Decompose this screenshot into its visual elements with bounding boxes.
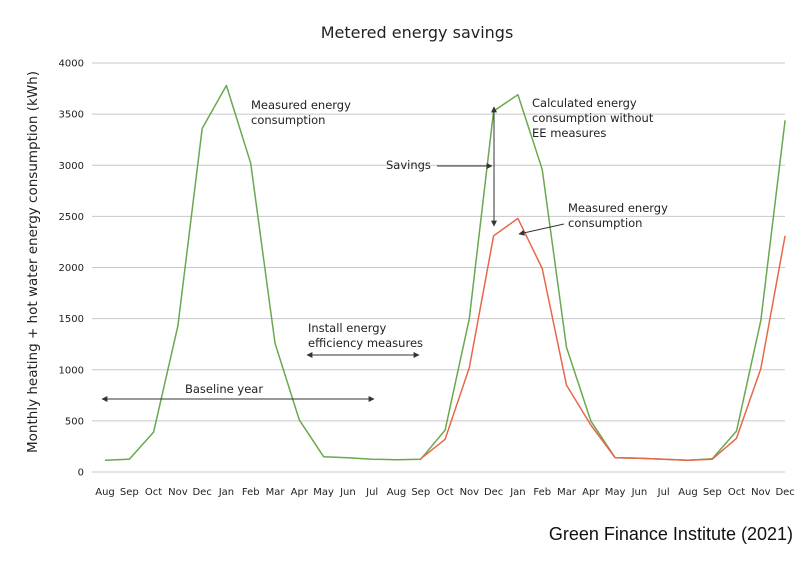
x-tick-label: Jun (631, 487, 648, 498)
x-tick-label: Jan (218, 487, 234, 498)
x-tick-label: Aug (678, 487, 698, 498)
gridlines (92, 62, 785, 473)
series-lines (104, 84, 786, 461)
x-tick-label: Sep (120, 487, 139, 498)
annotation-measured-post: Measured energy consumption (568, 201, 668, 230)
x-tick-label: Jul (365, 487, 378, 498)
y-axis-ticks: 0 500 1000 1500 2000 2500 3000 3500 4000 (59, 59, 84, 479)
y-tick-label: 2500 (59, 212, 84, 223)
annotation-calculated: Calculated energy consumption without EE m… (532, 96, 654, 140)
x-tick-label: Jan (509, 487, 525, 498)
series-line-red (420, 217, 786, 461)
x-tick-label: May (605, 487, 626, 498)
y-tick-label: 3000 (59, 161, 84, 172)
x-tick-label: Jul (657, 487, 670, 498)
x-tick-label: Jun (339, 487, 356, 498)
series-line-green (104, 84, 786, 461)
measured-pointer-arrow (518, 223, 565, 236)
x-tick-label: Oct (436, 487, 453, 498)
x-tick-label: Oct (145, 487, 162, 498)
chart-title: Metered energy savings (321, 23, 514, 42)
y-tick-label: 2000 (59, 263, 84, 274)
x-tick-label: Sep (411, 487, 430, 498)
annotation-baseline-year: Baseline year (185, 382, 263, 396)
y-axis-label: Monthly heating + hot water energy consu… (25, 71, 41, 453)
x-tick-label: Apr (291, 487, 309, 498)
x-tick-label: Aug (387, 487, 407, 498)
x-tick-label: May (313, 487, 334, 498)
annotation-arrows (101, 106, 565, 402)
x-tick-label: Nov (751, 487, 771, 498)
x-axis-ticks: Aug Sep Oct Nov Dec Jan Feb Mar Apr May Jun Jul Aug S… (95, 487, 795, 498)
x-tick-label: Aug (95, 487, 115, 498)
x-tick-label: Mar (557, 487, 577, 498)
y-tick-label: 0 (78, 468, 84, 479)
x-tick-label: Apr (582, 487, 600, 498)
y-tick-label: 4000 (59, 59, 84, 70)
x-tick-label: Nov (168, 487, 188, 498)
y-tick-label: 1000 (59, 365, 84, 376)
y-tick-label: 500 (65, 416, 84, 427)
annotation-savings: Savings (386, 158, 431, 172)
source-credit: Green Finance Institute (2021) (548, 524, 793, 544)
x-tick-label: Dec (775, 487, 794, 498)
x-tick-label: Nov (460, 487, 480, 498)
annotations: Measured energy consumption Calculated ene… (185, 96, 668, 396)
x-tick-label: Oct (728, 487, 745, 498)
x-tick-label: Dec (192, 487, 211, 498)
annotation-install: Install energy efficiency measures (308, 321, 423, 350)
y-tick-label: 3500 (59, 110, 84, 121)
x-tick-label: Mar (266, 487, 286, 498)
x-tick-label: Feb (242, 487, 260, 498)
y-tick-label: 1500 (59, 314, 84, 325)
annotation-measured-baseline: Measured energy consumption (251, 98, 351, 127)
x-tick-label: Sep (703, 487, 722, 498)
x-tick-label: Feb (533, 487, 551, 498)
x-tick-label: Dec (484, 487, 503, 498)
